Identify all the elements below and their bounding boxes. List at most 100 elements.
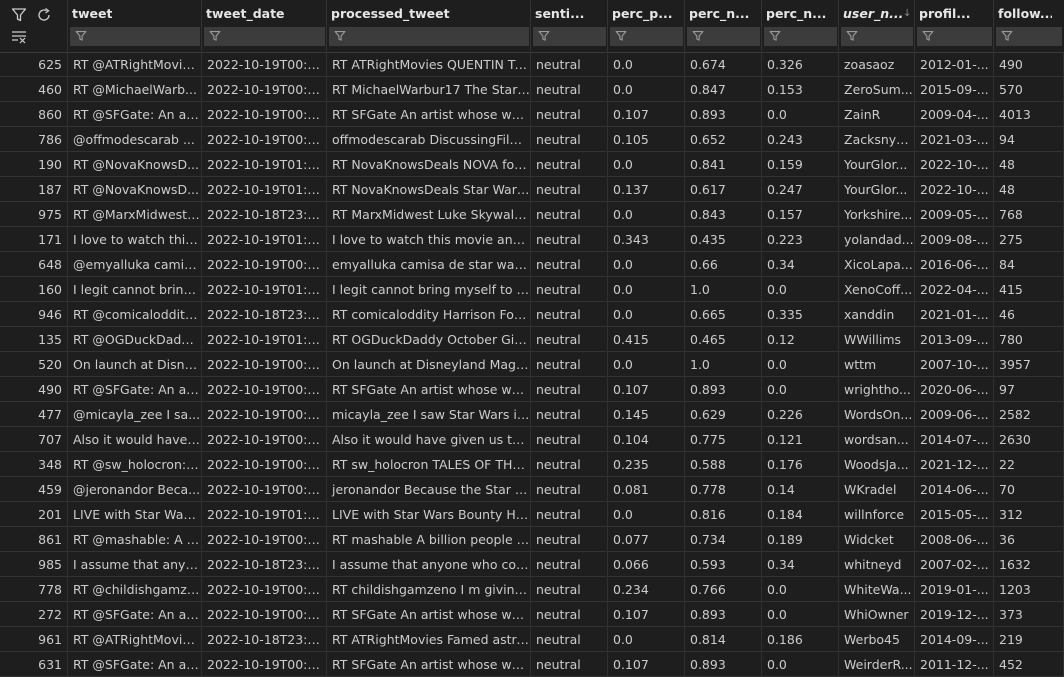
table-row[interactable]: 648 @emyalluka camis... 2022-10-19T00:2...… [0, 252, 1064, 277]
cell-profile: 2009-06-... [915, 402, 994, 427]
column-header-processed_tweet[interactable]: processed_tweet [327, 0, 531, 52]
table-row[interactable]: 135 RT @OGDuckDadd... 2022-10-19T01:0... RT… [0, 327, 1064, 352]
filter-icon[interactable] [11, 7, 27, 26]
column-header-perc_neg[interactable]: perc_n... [685, 0, 762, 52]
cell-perc_neg: 0.652 [685, 127, 762, 152]
cell-perc_pos: 0.107 [608, 102, 685, 127]
column-header-perc_pos[interactable]: perc_p... [608, 0, 685, 52]
cell-processed_tweet: jeronandor Because the Star W... [327, 477, 531, 502]
cell-user_name: ZeroSum... [839, 77, 915, 102]
cell-perc_neu: 0.176 [762, 452, 839, 477]
table-row[interactable]: 778 RT @childishgamze... 2022-10-19T00:0..… [0, 577, 1064, 602]
table-row[interactable]: 707 Also it would have ... 2022-10-19T00:1… [0, 427, 1064, 452]
cell-idx: 201 [0, 502, 68, 527]
cell-sentiment: neutral [531, 327, 608, 352]
table-row[interactable]: 786 @offmodescarab ... 2022-10-19T00:0... o… [0, 127, 1064, 152]
column-header-label: senti... [535, 6, 585, 21]
cell-tweet_date: 2022-10-19T00:0... [202, 127, 327, 152]
column-filter-input[interactable] [687, 27, 760, 46]
cell-perc_neu: 0.247 [762, 177, 839, 202]
cell-tweet: RT @SFGate: An art... [68, 377, 202, 402]
cell-idx: 985 [0, 552, 68, 577]
cell-tweet: RT @childishgamze... [68, 577, 202, 602]
table-row[interactable]: 961 RT @ATRightMovie... 2022-10-18T23:5...… [0, 627, 1064, 652]
table-row[interactable]: 477 @micayla_zee I sa... 2022-10-19T00:3..… [0, 402, 1064, 427]
cell-idx: 477 [0, 402, 68, 427]
table-row[interactable]: 171 I love to watch this ... 2022-10-19T01… [0, 227, 1064, 252]
table-row[interactable]: 201 LIVE with Star Wars... 2022-10-19T01:0… [0, 502, 1064, 527]
cell-tweet: Also it would have ... [68, 427, 202, 452]
cell-processed_tweet: emyalluka camisa de star wars ... [327, 252, 531, 277]
cell-tweet_date: 2022-10-19T00:0... [202, 527, 327, 552]
clear-filters-icon[interactable] [11, 30, 27, 47]
cell-followers: 70 [994, 477, 1064, 502]
cell-tweet_date: 2022-10-19T00:5... [202, 602, 327, 627]
cell-processed_tweet: LIVE with Star Wars Bounty Hun... [327, 502, 531, 527]
table-row[interactable]: 975 RT @MarxMidwest:... 2022-10-18T23:5...… [0, 202, 1064, 227]
cell-followers: 4013 [994, 102, 1064, 127]
table-row[interactable]: 625 RT @ATRightMovie... 2022-10-19T00:2...… [0, 52, 1064, 77]
cell-perc_pos: 0.0 [608, 152, 685, 177]
cell-perc_neg: 0.766 [685, 577, 762, 602]
cell-idx: 946 [0, 302, 68, 327]
table-row[interactable]: 861 RT @mashable: A b... 2022-10-19T00:0..… [0, 527, 1064, 552]
table-row[interactable]: 985 I assume that anyo... 2022-10-18T23:5.… [0, 552, 1064, 577]
cell-user_name: wttm [839, 352, 915, 377]
cell-perc_pos: 0.0 [608, 252, 685, 277]
cell-perc_neu: 0.121 [762, 427, 839, 452]
column-divider [326, 0, 327, 52]
table-row[interactable]: 520 On launch at Disne... 2022-10-19T00:3.… [0, 352, 1064, 377]
table-row[interactable]: 946 RT @comicaloddity... 2022-10-18T23:5..… [0, 302, 1064, 327]
cell-followers: 415 [994, 277, 1064, 302]
column-filter-input[interactable] [996, 27, 1062, 46]
column-filter-input[interactable] [917, 27, 992, 46]
column-header-profile[interactable]: profil... [915, 0, 994, 52]
cell-perc_neg: 0.893 [685, 602, 762, 627]
column-header-tweet[interactable]: tweet [68, 0, 202, 52]
cell-processed_tweet: RT MarxMidwest Luke Skywalke... [327, 202, 531, 227]
table-row[interactable]: 459 @jeronandor Beca... 2022-10-19T00:4...… [0, 477, 1064, 502]
column-header-tweet_date[interactable]: tweet_date [202, 0, 327, 52]
cell-idx: 272 [0, 602, 68, 627]
column-filter-input[interactable] [533, 27, 606, 46]
cell-user_name: zoasaoz [839, 52, 915, 77]
sort-descending-icon[interactable]: ↓ [903, 8, 912, 19]
column-filter-input[interactable] [841, 27, 913, 46]
cell-user_name: WhiteWa... [839, 577, 915, 602]
cell-perc_neg: 0.778 [685, 477, 762, 502]
cell-perc_neu: 0.335 [762, 302, 839, 327]
cell-processed_tweet: RT childishgamzeno I m giving ... [327, 577, 531, 602]
table-row[interactable]: 631 RT @SFGate: An art... 2022-10-19T00:2.… [0, 652, 1064, 677]
column-filter-input[interactable] [70, 27, 200, 46]
table-row[interactable]: 490 RT @SFGate: An art... 2022-10-19T00:3.… [0, 377, 1064, 402]
column-header-user_name[interactable]: user_n... ↓ [839, 0, 915, 52]
cell-sentiment: neutral [531, 202, 608, 227]
cell-perc_neu: 0.0 [762, 602, 839, 627]
column-filter-input[interactable] [329, 27, 529, 46]
table-row[interactable]: 348 RT @sw_holocron: ... 2022-10-19T00:5..… [0, 452, 1064, 477]
table-row[interactable]: 190 RT @NovaKnowsD... 2022-10-19T01:0... RT… [0, 152, 1064, 177]
column-filter-input[interactable] [610, 27, 683, 46]
table-row[interactable]: 272 RT @SFGate: An art... 2022-10-19T00:5.… [0, 602, 1064, 627]
column-header-sentiment[interactable]: senti... [531, 0, 608, 52]
column-header-followers[interactable]: follow... [994, 0, 1064, 52]
cell-followers: 312 [994, 502, 1064, 527]
column-header-perc_neu[interactable]: perc_n... [762, 0, 839, 52]
refresh-icon[interactable] [36, 7, 52, 26]
column-filter-input[interactable] [764, 27, 837, 46]
column-filter-input[interactable] [204, 27, 325, 46]
cell-processed_tweet: On launch at Disneyland Magic... [327, 352, 531, 377]
cell-profile: 2007-02-... [915, 552, 994, 577]
cell-followers: 275 [994, 227, 1064, 252]
cell-idx: 187 [0, 177, 68, 202]
cell-profile: 2015-09-... [915, 77, 994, 102]
table-row[interactable]: 187 RT @NovaKnowsD... 2022-10-19T01:0... RT… [0, 177, 1064, 202]
cell-user_name: YourGlor... [839, 177, 915, 202]
table-row[interactable]: 160 I legit cannot bring... 2022-10-19T01:… [0, 277, 1064, 302]
cell-sentiment: neutral [531, 552, 608, 577]
table-row[interactable]: 860 RT @SFGate: An art... 2022-10-19T00:0.… [0, 102, 1064, 127]
cell-user_name: ZainR [839, 102, 915, 127]
table-row[interactable]: 460 RT @MichaelWarb... 2022-10-19T00:4... R… [0, 77, 1064, 102]
cell-perc_pos: 0.145 [608, 402, 685, 427]
cell-profile: 2009-08-... [915, 227, 994, 252]
